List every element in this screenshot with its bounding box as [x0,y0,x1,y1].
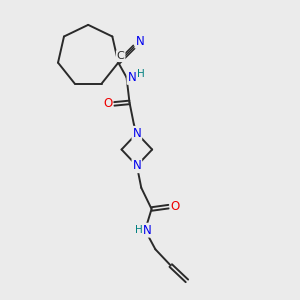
Text: O: O [103,98,112,110]
Text: H: H [135,225,142,235]
Text: H: H [137,69,145,79]
Text: N: N [143,224,152,237]
Text: N: N [133,127,141,140]
Text: N: N [128,71,136,84]
Text: N: N [133,159,141,172]
Text: N: N [135,35,144,48]
Text: O: O [170,200,180,213]
Text: C: C [117,51,124,61]
